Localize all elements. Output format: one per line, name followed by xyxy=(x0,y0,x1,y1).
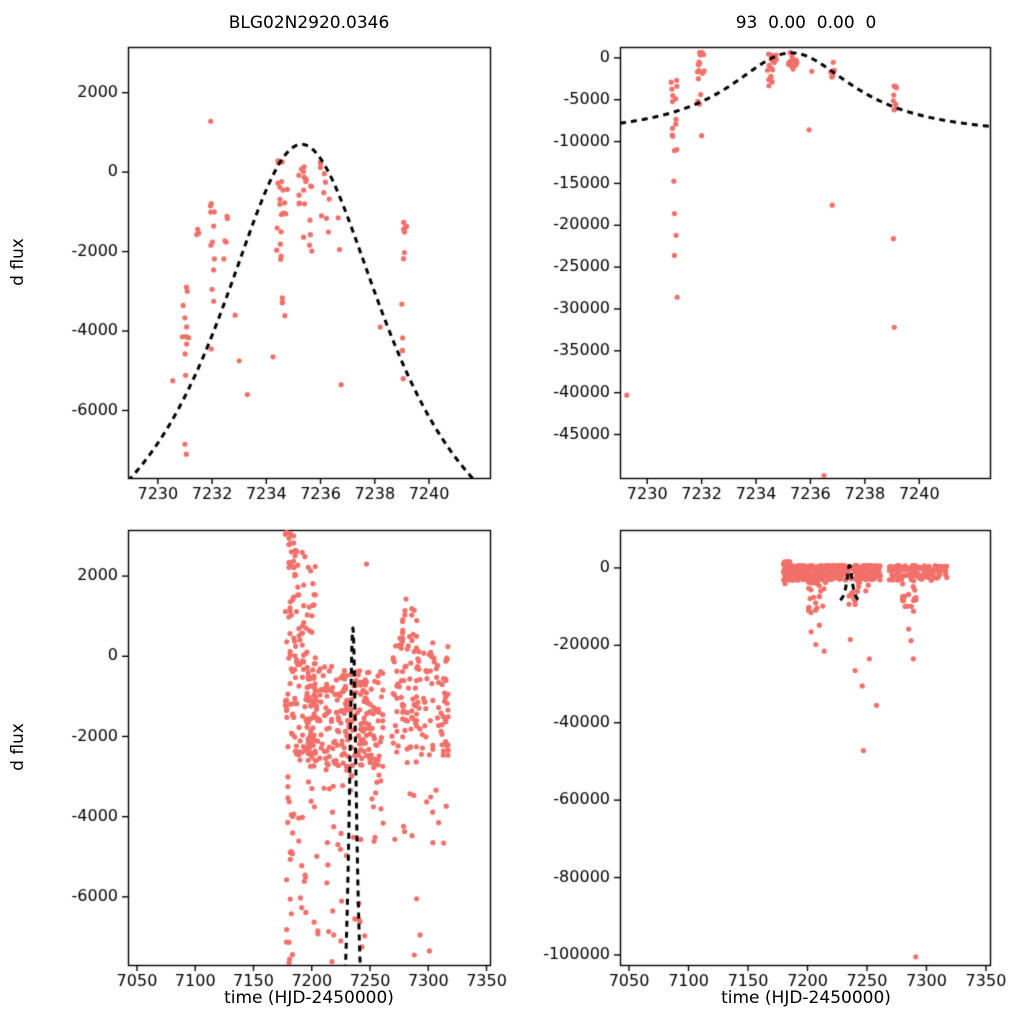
chart-title-top-right: 93 0.00 0.00 0 xyxy=(735,13,877,33)
x-axis-label-bottom-right: time (HJD-2450000) xyxy=(721,988,891,1008)
y-axis-label-bottom-left: d flux xyxy=(8,723,28,771)
chart-title-top-left: BLG02N2920.0346 xyxy=(228,13,390,33)
y-axis-label-top-left: d flux xyxy=(8,238,28,286)
x-axis-label-bottom-left: time (HJD-2450000) xyxy=(224,988,394,1008)
